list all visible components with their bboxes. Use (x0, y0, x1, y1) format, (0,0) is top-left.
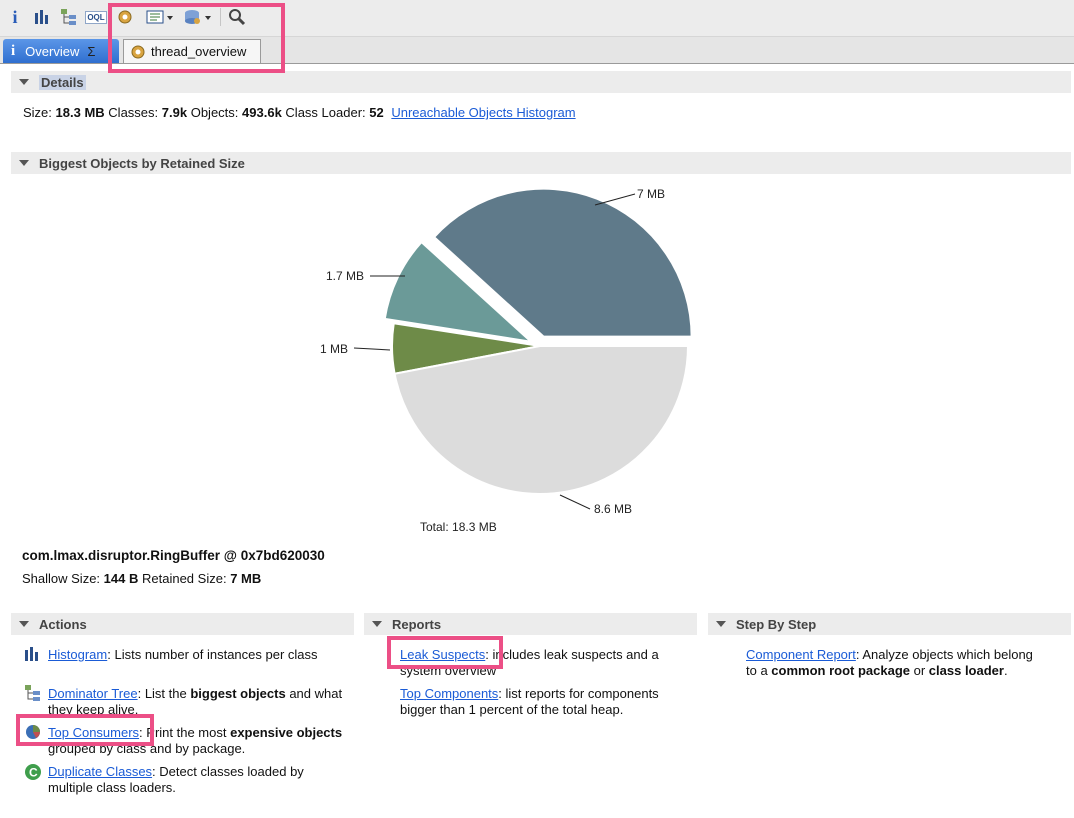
tab-overview[interactable]: i Overview Σ (3, 39, 119, 63)
search-icon[interactable] (227, 7, 247, 27)
pie-label-leader (559, 494, 591, 510)
action-duplicate-classes: Duplicate Classes: Detect classes loaded… (48, 764, 304, 795)
details-section-header[interactable]: Details (11, 71, 1071, 93)
action-top-consumers: Top Consumers: Print the most expensive … (48, 725, 343, 756)
collapse-triangle-icon (19, 160, 29, 166)
collapse-triangle-icon (372, 621, 382, 627)
actions-section-header[interactable]: Actions (11, 613, 354, 635)
step-component-report: Component Report: Analyze objects which … (746, 647, 1033, 678)
leak-suspects-link[interactable]: Leak Suspects (400, 647, 486, 662)
toolbar: i OQL (0, 0, 1074, 37)
svg-text:C: C (29, 766, 38, 780)
tab-label: thread_overview (151, 44, 247, 59)
report-top-components: Top Components: list reports for compone… (400, 686, 659, 717)
query-browser-dropdown-icon[interactable] (182, 7, 214, 27)
action-dominator-tree: Dominator Tree: List the biggest objects… (48, 686, 343, 717)
pie-label-leader (594, 193, 636, 206)
section-title: Actions (39, 616, 87, 632)
selected-object-name: com.lmax.disruptor.RingBuffer @ 0x7bd620… (22, 548, 325, 563)
component-report-link[interactable]: Component Report (746, 647, 856, 662)
section-title: Details (39, 74, 86, 90)
section-title: Biggest Objects by Retained Size (39, 155, 245, 171)
biggest-objects-section-header[interactable]: Biggest Objects by Retained Size (11, 152, 1071, 174)
info-icon[interactable]: i (12, 6, 18, 27)
pie-slice-label: 1 MB (320, 342, 348, 356)
dominator-tree-icon (25, 685, 40, 701)
report-leak-suspects: Leak Suspects: includes leak suspects an… (400, 647, 659, 678)
histogram-icon (25, 647, 38, 661)
collapse-triangle-icon (19, 621, 29, 627)
pie-slice-label: 7 MB (637, 187, 665, 201)
pie-slice-label: 1.7 MB (326, 269, 364, 283)
pie-label-leader (353, 347, 391, 351)
pie-total-label: Total: 18.3 MB (420, 520, 497, 534)
oql-icon[interactable]: OQL (85, 10, 107, 24)
gear-icon (131, 45, 145, 58)
pie-slice[interactable] (383, 240, 535, 344)
selected-object-sizes: Shallow Size: 144 B Retained Size: 7 MB (22, 571, 262, 586)
info-icon: i (11, 42, 16, 59)
duplicate-classes-icon: C (25, 764, 41, 780)
collapse-triangle-icon (716, 621, 726, 627)
dominator-tree-link[interactable]: Dominator Tree (48, 686, 138, 701)
top-consumers-link[interactable]: Top Consumers (48, 725, 140, 740)
tab-label: Overview (25, 43, 80, 59)
section-title: Step By Step (736, 616, 817, 632)
action-histogram: Histogram: Lists number of instances per… (48, 647, 318, 662)
unreachable-objects-histogram-link[interactable]: Unreachable Objects Histogram (391, 105, 576, 120)
retained-size-pie-chart[interactable]: 7 MB 1.7 MB 1 MB 8.6 MB Total: 18.3 MB (290, 180, 710, 540)
pie-slice[interactable] (432, 187, 693, 338)
histogram-icon[interactable] (33, 7, 51, 27)
details-summary: Size: 18.3 MB Classes: 7.9k Objects: 493… (23, 105, 576, 120)
pie-slice-label: 8.6 MB (594, 502, 632, 516)
collapse-triangle-icon (19, 79, 29, 85)
tab-thread-overview[interactable]: thread_overview (123, 39, 261, 63)
run-report-dropdown-icon[interactable] (145, 7, 175, 27)
pie-slice[interactable] (393, 345, 690, 495)
histogram-link[interactable]: Histogram (48, 647, 108, 662)
editor-tab-bar: i Overview Σ thread_overview (0, 37, 1074, 64)
top-consumers-icon (26, 725, 40, 739)
top-components-link[interactable]: Top Components (400, 686, 499, 701)
sigma-icon: Σ (87, 43, 96, 59)
dominator-tree-icon[interactable] (59, 7, 79, 27)
step-by-step-section-header[interactable]: Step By Step (708, 613, 1071, 635)
reports-section-header[interactable]: Reports (364, 613, 697, 635)
section-title: Reports (392, 616, 442, 632)
duplicate-classes-link[interactable]: Duplicate Classes (48, 764, 153, 779)
thread-overview-gear-icon[interactable] (115, 7, 135, 27)
